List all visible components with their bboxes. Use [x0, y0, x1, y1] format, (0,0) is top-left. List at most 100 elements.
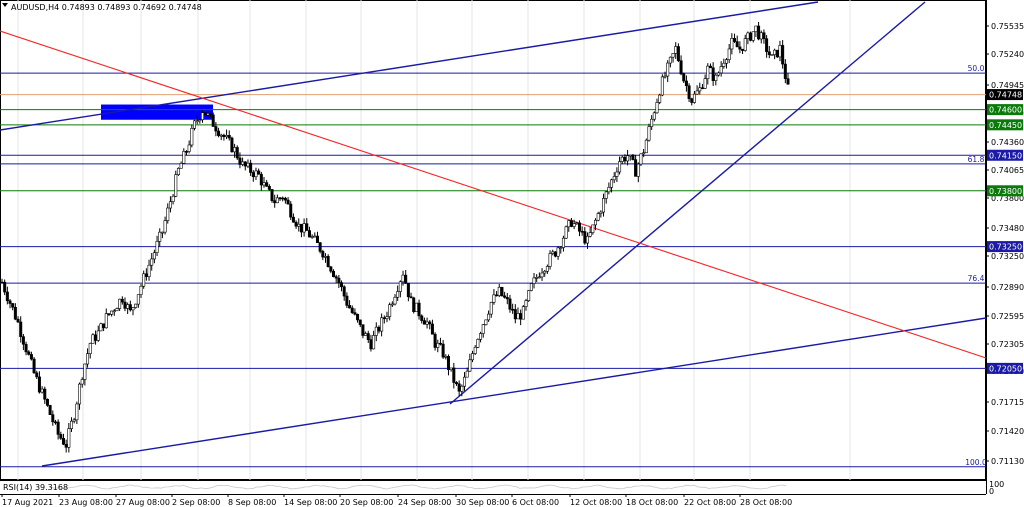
candle-body [634, 159, 638, 177]
candlestick-series [0, 21, 790, 453]
candle-body [294, 221, 298, 227]
candle-body [500, 286, 504, 297]
candle-body [21, 336, 25, 345]
candle-body [508, 298, 512, 310]
lower-channel-trendline[interactable] [41, 317, 987, 467]
candle-body [537, 276, 541, 279]
candle-body [233, 147, 237, 153]
candle-body [409, 296, 413, 299]
price-badge-label: 0.74748 [989, 91, 1022, 100]
candle-body [414, 302, 418, 312]
candle-body [166, 207, 170, 221]
candle-body [746, 32, 750, 39]
candle-body [289, 203, 293, 218]
candle-body [249, 162, 253, 173]
candle-body [738, 46, 742, 50]
price-badge-label: 0.73250 [989, 243, 1022, 252]
price-badge [987, 149, 1023, 161]
symbol-info-text: AUDUSD,H4 0.74893 0.74893 0.74692 0.7474… [11, 3, 202, 12]
candle-body [775, 49, 779, 58]
candle-body [120, 298, 124, 303]
candle-body [139, 285, 143, 295]
candle-body [666, 62, 670, 77]
candle-body [297, 223, 301, 227]
candle-body [201, 112, 205, 121]
candle-body [16, 318, 20, 323]
candle-body [24, 343, 28, 353]
candle-body [535, 277, 539, 279]
candle-body [441, 343, 445, 358]
candle-body [626, 155, 630, 162]
candle-body [168, 201, 172, 209]
candle-body [302, 223, 306, 233]
candle-body [37, 376, 41, 393]
trendlines [0, 1, 987, 467]
candle-body [503, 295, 507, 298]
candle-body [618, 161, 622, 173]
candle-body [5, 291, 9, 302]
candle-body [126, 304, 130, 309]
time-tick-label: 27 Aug 08:00 [116, 498, 170, 507]
supply-zone[interactable] [101, 104, 213, 120]
rsi-pane [49, 484, 787, 490]
candle-body [783, 63, 787, 79]
candle-body [134, 303, 138, 308]
supply-zone-layer [101, 104, 213, 120]
candle-body [243, 161, 247, 167]
candle-body [623, 156, 627, 162]
fib-label: 50.0 [968, 64, 985, 73]
candle-body [401, 274, 405, 283]
candle-body [142, 273, 146, 287]
candle-body [174, 174, 178, 197]
candle-body [70, 420, 74, 429]
candle-body [340, 282, 344, 288]
candle-body [332, 270, 336, 277]
candle-body [489, 301, 493, 315]
candle-body [762, 32, 766, 39]
candle-body [698, 87, 702, 92]
upper-channel-trendline[interactable] [0, 1, 819, 131]
candle-body [53, 421, 57, 424]
candle-body [110, 310, 114, 315]
falling-red-trendline[interactable] [0, 30, 987, 359]
candle-body [398, 281, 402, 292]
price-tick-label: 0.71715 [991, 398, 1024, 407]
candle-body [118, 298, 122, 309]
candle-body [155, 241, 159, 253]
candle-body [513, 309, 517, 320]
candle-body [195, 120, 199, 123]
candle-body [428, 321, 432, 325]
candle-body [310, 236, 314, 238]
candle-body [703, 78, 707, 89]
candle-body [663, 75, 667, 78]
candle-body [481, 324, 485, 334]
candle-body [444, 355, 448, 358]
candle-body [786, 78, 790, 85]
triangle-down-icon[interactable] [2, 3, 8, 7]
rsi-label: RSI(14) 39.3168 [3, 483, 68, 492]
candle-body [112, 310, 116, 313]
candle-body [147, 264, 151, 277]
fib-label: 61.8 [968, 155, 985, 164]
time-tick-label: 24 Sep 08:00 [398, 498, 451, 507]
candle-body [604, 191, 608, 199]
price-tick-label: 0.75240 [991, 50, 1024, 59]
candle-body [446, 355, 450, 371]
candle-body [457, 383, 461, 392]
candle-body [388, 304, 392, 317]
candle-body [465, 370, 469, 378]
candle-body [572, 223, 576, 227]
candle-body [225, 135, 229, 138]
price-badge-label: 0.74600 [989, 106, 1022, 115]
price-badge-label: 0.73800 [989, 187, 1022, 196]
candle-body [647, 126, 651, 141]
time-tick-label: 18 Oct 08:00 [626, 498, 678, 507]
candle-body [203, 112, 207, 116]
candle-body [281, 197, 285, 200]
time-axis: 17 Aug 2021 23 Aug 08:00 27 Aug 08:00 2 Sep… [1, 494, 792, 507]
candle-body [230, 137, 234, 153]
rising-support-trendline[interactable] [449, 1, 926, 405]
candle-body [708, 65, 712, 69]
candle-body [765, 38, 769, 53]
